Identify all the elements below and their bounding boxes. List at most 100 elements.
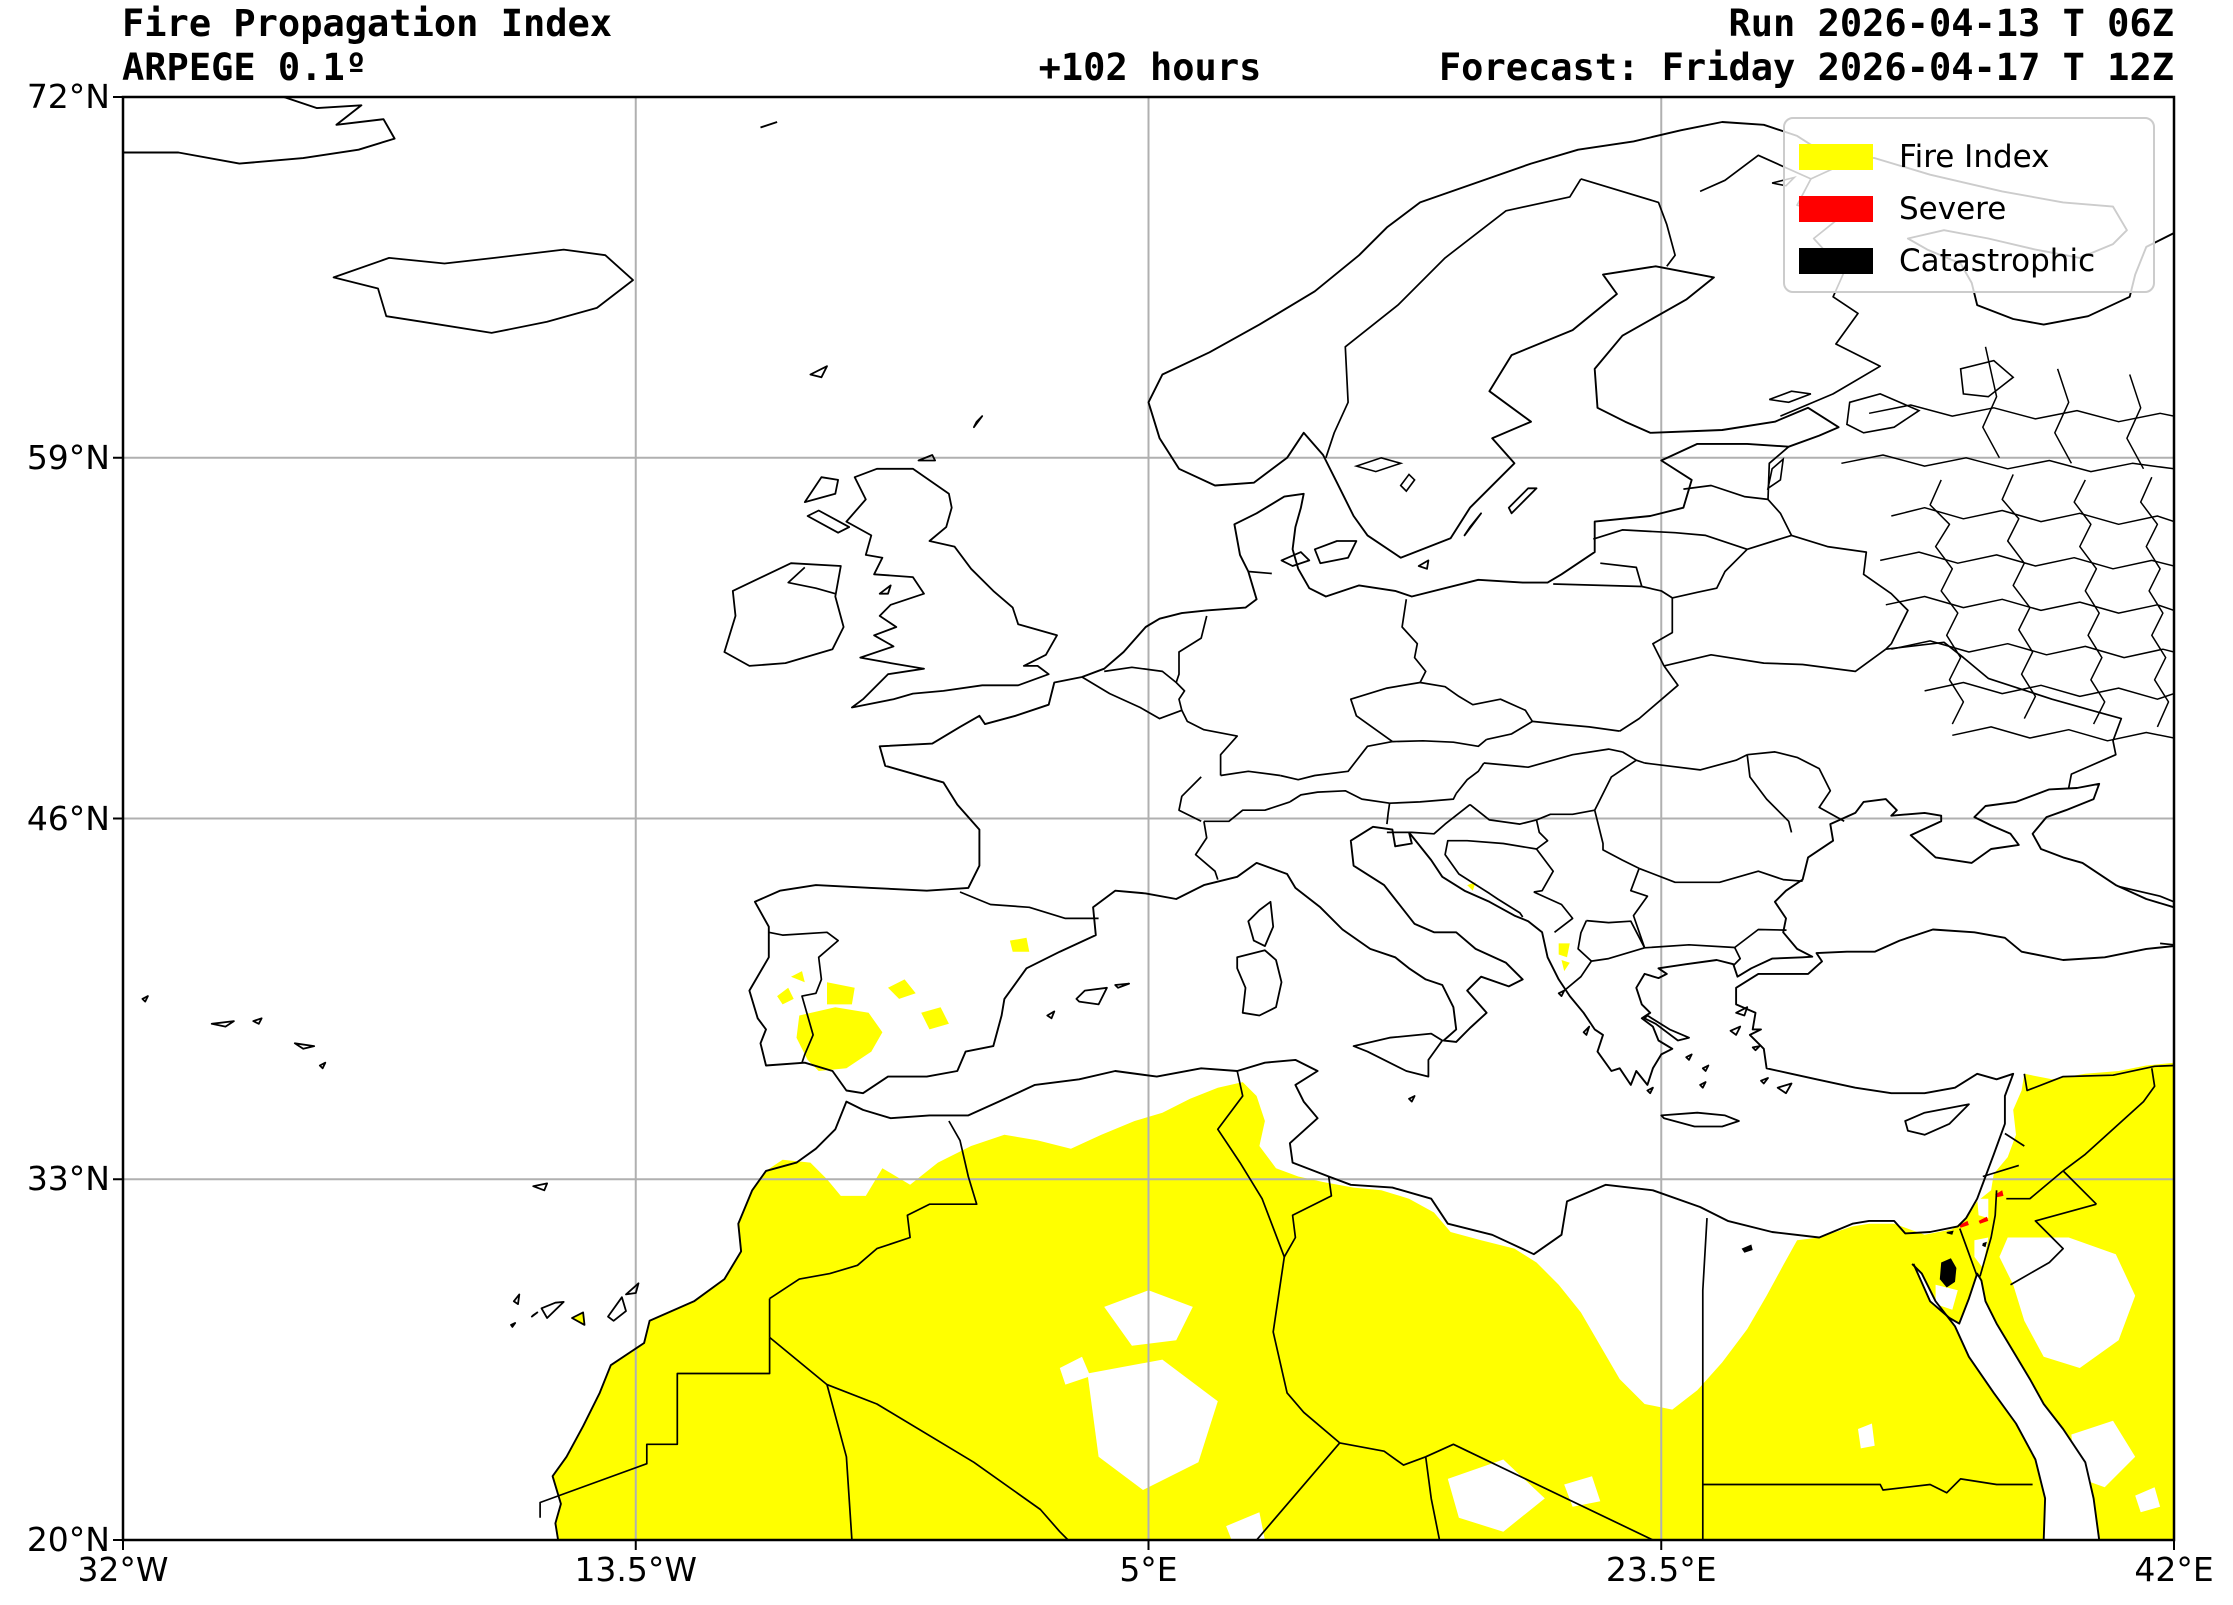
country-border	[1580, 178, 1676, 267]
island-outline	[293, 1042, 316, 1050]
island-outline	[210, 1020, 235, 1028]
island-outline	[1643, 1014, 1690, 1042]
island-outline	[510, 1322, 517, 1328]
x-tick-label: 42°E	[2134, 1550, 2214, 1589]
country-border	[1255, 1442, 1341, 1540]
admin-border	[1891, 506, 2174, 526]
admin-border	[1880, 551, 2174, 570]
country-border	[1532, 720, 1620, 732]
island-outline	[1729, 1025, 1742, 1036]
island-outline	[803, 476, 839, 503]
severe-swatch	[1799, 196, 1873, 222]
severe-region	[1995, 1190, 2004, 1198]
country-border	[787, 566, 836, 595]
country-border	[1746, 534, 1792, 551]
country-border	[1248, 570, 1272, 575]
country-border	[1593, 759, 1637, 811]
admin-border	[1891, 640, 2174, 659]
y-tick-label: 33°N	[26, 1159, 110, 1199]
admin-border	[2126, 374, 2145, 470]
country-border	[1593, 809, 1640, 870]
country-border	[1289, 789, 1390, 805]
no-fire-hole	[1447, 1459, 1545, 1532]
country-border	[1982, 1164, 2020, 1178]
no-fire-hole	[2135, 1487, 2161, 1513]
country-border	[1194, 821, 1219, 880]
country-border	[769, 1120, 978, 1300]
island-outline	[1507, 487, 1538, 515]
country-border	[2010, 1203, 2097, 1286]
admin-border	[1982, 346, 2001, 459]
country-border	[1389, 793, 1457, 805]
country-border	[1629, 868, 1649, 949]
island-outline	[1660, 1111, 1740, 1128]
island-outline	[1760, 1077, 1769, 1085]
island-outline	[845, 467, 1058, 709]
country-border	[1469, 803, 1537, 825]
lake-outline	[1766, 457, 1785, 491]
country-border	[1747, 751, 1845, 823]
country-border	[1081, 676, 1239, 776]
lead-time-label: +102 hours	[1038, 46, 1262, 89]
island-outline	[318, 1061, 327, 1070]
catastrophic-region	[1741, 1244, 1753, 1253]
country-border	[1536, 809, 1595, 821]
country-border	[2062, 1170, 2098, 1205]
country-border	[1272, 1256, 1341, 1444]
no-fire-hole	[1226, 1512, 1265, 1540]
island-outline	[571, 1311, 586, 1326]
fire-index-region	[1561, 960, 1570, 972]
country-border	[1586, 919, 1646, 949]
lake-outline	[1959, 359, 2015, 398]
country-border	[1734, 928, 1787, 949]
country-border	[1577, 920, 1592, 962]
country-border	[1203, 801, 1291, 823]
legend-item-severe: Severe	[1799, 183, 2153, 235]
island-outline	[607, 1296, 627, 1322]
legend-item-fire-index: Fire Index	[1799, 131, 2153, 183]
no-fire-hole	[1977, 1198, 1989, 1219]
country-border	[1444, 839, 1537, 918]
country-border	[1419, 681, 1534, 722]
run-label: Run 2026-04-13 T 06Z	[1728, 2, 2174, 45]
country-border	[2160, 942, 2174, 946]
country-border	[1220, 770, 1281, 777]
island-outline	[1046, 1010, 1056, 1020]
island-outline	[540, 1301, 565, 1319]
country-border	[1401, 599, 1427, 683]
admin-border	[1841, 454, 2174, 473]
admin-border	[1929, 479, 1965, 725]
country-border	[1349, 681, 1421, 743]
country-border	[769, 1336, 828, 1386]
country-border	[1641, 585, 1673, 599]
y-tick-label: 59°N	[26, 437, 110, 477]
coastline	[760, 121, 778, 129]
country-border	[1553, 583, 1642, 588]
admin-border	[1952, 726, 2174, 742]
fire-index-region	[888, 979, 916, 999]
island-outline	[1646, 1086, 1654, 1095]
country-border	[1533, 891, 1574, 933]
country-border	[1701, 1218, 1708, 1540]
island-outline	[332, 248, 634, 334]
island-outline	[723, 562, 845, 667]
fire-index-region	[796, 1007, 883, 1071]
country-border	[1746, 754, 1793, 833]
country-border	[1392, 738, 1488, 748]
x-tick-label: 13.5°W	[574, 1550, 698, 1589]
coastline	[1911, 1263, 2047, 1540]
country-border	[1483, 748, 1623, 769]
country-border	[1175, 615, 1208, 683]
country-border	[1339, 1442, 1426, 1466]
island-outline	[1582, 1025, 1591, 1036]
country-border	[1104, 666, 1186, 711]
fire-index-region	[552, 1062, 2174, 1540]
country-border	[1486, 720, 1533, 741]
island-outline	[1904, 1103, 1970, 1136]
island-outline	[1075, 986, 1108, 1006]
map-layers	[123, 97, 2174, 1540]
country-border	[1600, 562, 1643, 587]
coastline	[551, 928, 2174, 1540]
lake-outline	[1846, 393, 1921, 434]
country-border	[2062, 1068, 2156, 1172]
